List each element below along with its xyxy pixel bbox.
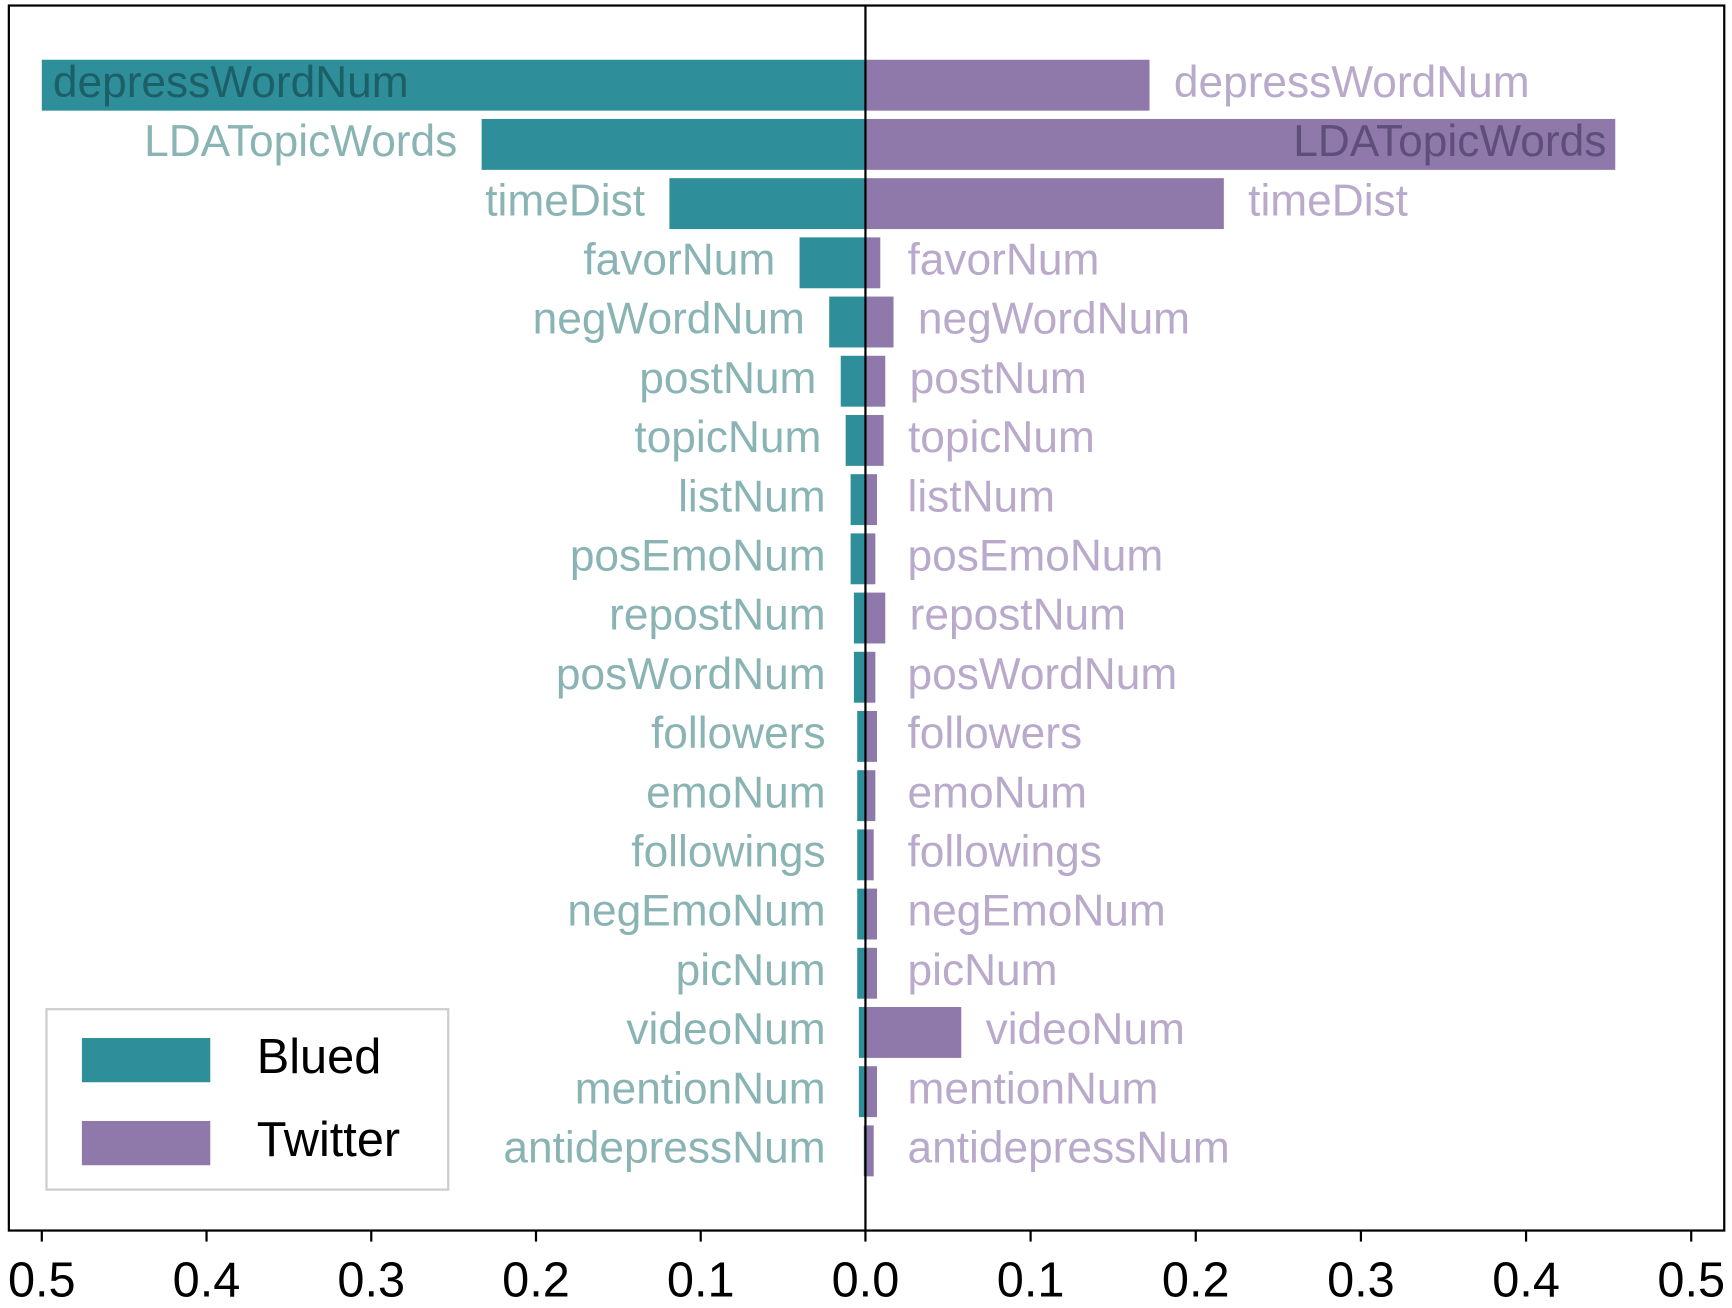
bar — [858, 1007, 866, 1058]
category-label: videoNum — [986, 1005, 1185, 1054]
category-label: favorNum — [908, 236, 1100, 285]
category-label: depressWordNum — [53, 58, 409, 107]
bar — [858, 1066, 866, 1118]
legend-label: Blued — [257, 1030, 382, 1084]
bar — [857, 888, 866, 940]
legend-swatch — [81, 1037, 211, 1083]
bar — [865, 1125, 874, 1177]
bar — [865, 414, 884, 466]
category-label: negEmoNum — [908, 887, 1166, 936]
category-label: antidepressNum — [503, 1124, 825, 1173]
category-label: LDATopicWords — [144, 117, 457, 166]
bar — [865, 296, 894, 348]
category-label: timeDist — [485, 176, 645, 225]
category-label: followings — [908, 828, 1102, 877]
bar — [829, 296, 866, 348]
x-tick-label: 0.4 — [1492, 1254, 1560, 1308]
bar — [850, 474, 866, 526]
bar — [799, 237, 866, 289]
category-label: topicNum — [908, 413, 1095, 462]
bar — [850, 533, 866, 585]
category-label: repostNum — [910, 591, 1126, 640]
bar — [865, 59, 1150, 111]
x-tick-label: 0.2 — [1162, 1254, 1230, 1308]
category-label: posEmoNum — [570, 532, 826, 581]
bar — [865, 710, 878, 762]
bar — [669, 178, 866, 230]
bar — [865, 474, 878, 526]
x-tick-label: 0.5 — [1657, 1254, 1725, 1308]
category-label: picNum — [676, 946, 826, 995]
bar — [865, 829, 874, 881]
category-label: mentionNum — [908, 1064, 1159, 1113]
category-label: negWordNum — [533, 295, 805, 344]
bar — [840, 355, 866, 407]
legend-label: Twitter — [257, 1113, 400, 1167]
category-label: emoNum — [646, 768, 826, 817]
bar — [865, 770, 876, 822]
x-tick-label: 0.3 — [337, 1254, 405, 1308]
x-tick-label: 0.1 — [667, 1254, 735, 1308]
bar — [853, 651, 866, 703]
bar — [845, 414, 866, 466]
x-tick-label: 0.1 — [997, 1254, 1065, 1308]
bar — [41, 59, 866, 111]
category-label: posWordNum — [556, 650, 826, 699]
category-label: negEmoNum — [567, 887, 825, 936]
category-label: listNum — [678, 472, 826, 521]
x-tick-label: 0.0 — [832, 1254, 900, 1308]
bar — [865, 118, 1616, 170]
bar — [865, 355, 886, 407]
bar — [857, 710, 866, 762]
bar — [853, 592, 866, 644]
category-label: mentionNum — [575, 1064, 826, 1113]
bar — [865, 651, 876, 703]
bar — [865, 1007, 962, 1058]
bar — [857, 770, 866, 822]
bar — [865, 592, 886, 644]
category-label: followings — [631, 828, 825, 877]
category-label: LDATopicWords — [1293, 117, 1606, 166]
bar — [865, 888, 878, 940]
bar — [865, 178, 1224, 230]
category-label: emoNum — [908, 768, 1088, 817]
category-label: repostNum — [609, 591, 825, 640]
x-tick-label: 0.4 — [173, 1254, 241, 1308]
bar — [865, 237, 881, 289]
category-label: picNum — [908, 946, 1058, 995]
category-label: followers — [908, 709, 1083, 758]
category-label: posWordNum — [908, 650, 1178, 699]
category-label: followers — [651, 709, 826, 758]
x-tick-label: 0.3 — [1327, 1254, 1395, 1308]
category-label: videoNum — [626, 1005, 825, 1054]
category-label: depressWordNum — [1174, 58, 1530, 107]
bar — [865, 533, 876, 585]
legend-swatch — [81, 1120, 211, 1166]
category-label: antidepressNum — [908, 1124, 1230, 1173]
legend: Blued Twitter — [45, 1008, 450, 1191]
x-tick-label: 0.5 — [8, 1254, 76, 1308]
category-label: topicNum — [634, 413, 821, 462]
bar — [857, 829, 866, 881]
bar — [865, 1066, 878, 1118]
category-label: posEmoNum — [908, 532, 1164, 581]
x-tick-label: 0.2 — [502, 1254, 570, 1308]
category-label: negWordNum — [918, 295, 1190, 344]
bar — [857, 947, 866, 999]
category-label: listNum — [908, 472, 1056, 521]
bar — [481, 118, 866, 170]
bar — [865, 947, 878, 999]
category-label: postNum — [639, 354, 816, 403]
category-label: timeDist — [1248, 176, 1408, 225]
category-label: postNum — [910, 354, 1087, 403]
category-label: favorNum — [583, 236, 775, 285]
